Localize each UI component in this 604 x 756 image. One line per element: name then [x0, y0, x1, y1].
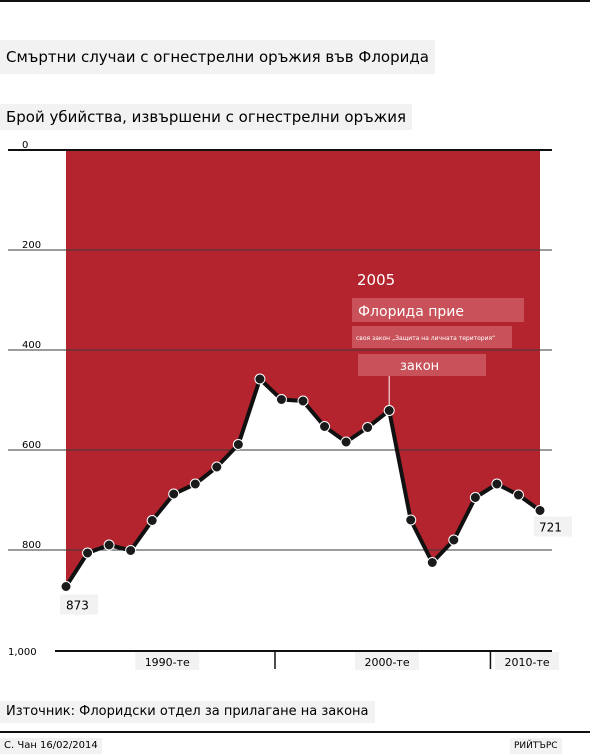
y-tick-label: 200 [22, 240, 41, 251]
y-tick-label: 0 [22, 140, 28, 151]
decade-label: 1990-те [145, 656, 190, 669]
data-point [534, 505, 546, 516]
data-point [383, 405, 395, 416]
chart-title: Смъртни случаи с огнестрелни оръжия във … [0, 40, 435, 74]
decade-label: 2010-те [505, 656, 550, 669]
decade-label-bg [495, 652, 560, 670]
first-value-label: 873 [66, 599, 89, 613]
data-point [275, 394, 287, 405]
data-point [448, 534, 460, 546]
data-point [125, 545, 137, 556]
data-point [82, 547, 94, 559]
chart-grid-layer [8, 149, 552, 551]
data-point [512, 489, 524, 501]
annotation-heading-bg [352, 268, 382, 290]
data-point [254, 373, 266, 385]
source-note: Източник: Флоридски отдел за прилагане н… [0, 701, 375, 723]
data-point [340, 436, 352, 448]
annotation-line3-bg [358, 354, 486, 376]
credit-line: С. Чан 16/02/2014 [0, 738, 102, 754]
last-value-label-bg [534, 516, 572, 537]
decade-label-bg [355, 652, 420, 670]
annotation-heading: 2005 [357, 271, 395, 289]
data-point [60, 581, 72, 592]
annotation-line1: Флорида прие [358, 304, 464, 320]
data-point [405, 514, 417, 526]
data-point [491, 478, 503, 490]
data-point [189, 478, 201, 490]
top-rule [0, 0, 590, 2]
data-point [232, 439, 244, 450]
data-point [426, 557, 438, 568]
data-point [297, 395, 309, 407]
decade-label: 2000-те [364, 656, 409, 669]
y-tick-label: 400 [22, 340, 41, 351]
data-point [103, 539, 115, 551]
data-point [362, 422, 374, 433]
chart-points-layer [60, 373, 546, 592]
annotation-line3: закон [400, 359, 439, 374]
y-tick-label: 600 [22, 440, 41, 451]
data-point [146, 515, 158, 526]
data-point [319, 421, 331, 432]
annotation-line1-bg [352, 298, 524, 322]
annotation-line2-bg [352, 326, 512, 348]
data-point [211, 461, 223, 473]
chart-subtitle: Брой убийства, извършени с огнестрелни о… [0, 104, 412, 130]
bottom-rule [0, 731, 590, 733]
decade-label-bg [135, 652, 200, 670]
annotation-line2: своя закон „Защита на личната територия“ [356, 335, 495, 342]
chart-area-layer [66, 150, 540, 587]
chart-svg: 0 200 400 600 800 1,000 2005 Флорида прие своя … [8, 140, 572, 670]
first-value-label-bg [60, 594, 98, 615]
data-point [168, 488, 180, 500]
chart-x-axis-layer: 1990-те 2000-те 2010-те [55, 650, 560, 670]
brand-logo-text: РИЙТЪРС [510, 738, 562, 754]
y-tick-label: 800 [22, 540, 41, 551]
chart-y-tick-layer: 0 200 400 600 800 1,000 [8, 140, 41, 658]
y-tick-label: 1,000 [8, 647, 37, 658]
chart-annotation-layer: 2005 Флорида прие своя закон „Защита на ли… [352, 268, 524, 407]
chart-data-label-layer: 873 721 [60, 516, 572, 615]
chart-area-fill [66, 150, 540, 587]
last-value-label: 721 [539, 521, 562, 535]
data-point [469, 492, 481, 503]
